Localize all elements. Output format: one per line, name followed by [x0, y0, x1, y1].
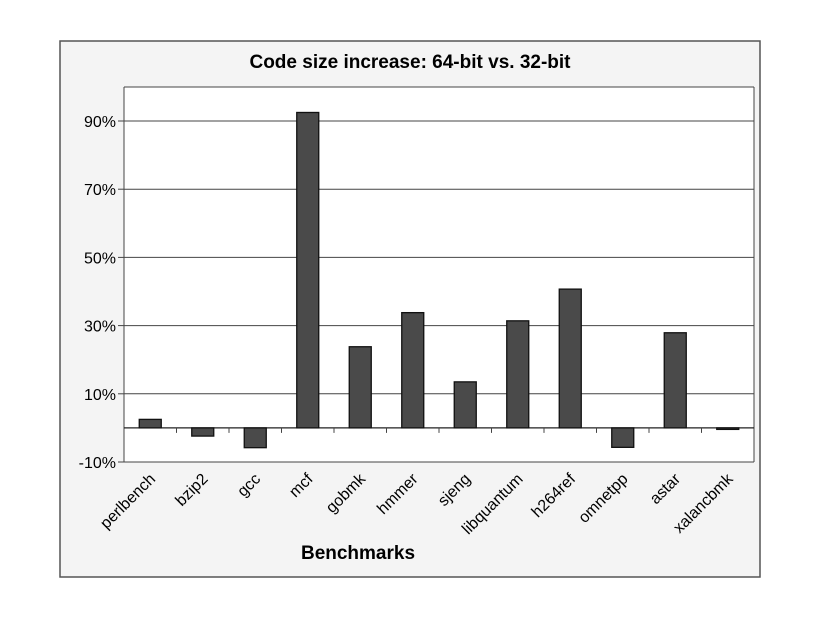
y-tick-label: 50% [84, 250, 116, 267]
bar-gcc [243, 427, 267, 449]
x-axis-label: Benchmarks [301, 543, 415, 564]
bar-bzip2 [191, 427, 215, 437]
y-tick-label: 90% [84, 114, 116, 131]
bar-omnetpp [611, 427, 635, 448]
y-tick-label: -10% [79, 455, 116, 472]
bar-mcf [296, 111, 320, 429]
bar-gobmk [348, 346, 372, 429]
bar-xalancbmk [716, 427, 740, 431]
bar-sjeng [453, 381, 477, 429]
y-tick-label: 30% [84, 319, 116, 336]
bar-hmmer [401, 311, 425, 429]
bar-libquantum [506, 320, 530, 429]
chart-title: Code size increase: 64-bit vs. 32-bit [249, 52, 571, 73]
y-tick-label: 70% [84, 182, 116, 199]
bar-h264ref [558, 288, 582, 429]
bar-perlbench [138, 418, 162, 429]
plot-area [124, 87, 754, 462]
y-tick-label: 10% [84, 387, 116, 404]
bar-astar [663, 332, 687, 429]
